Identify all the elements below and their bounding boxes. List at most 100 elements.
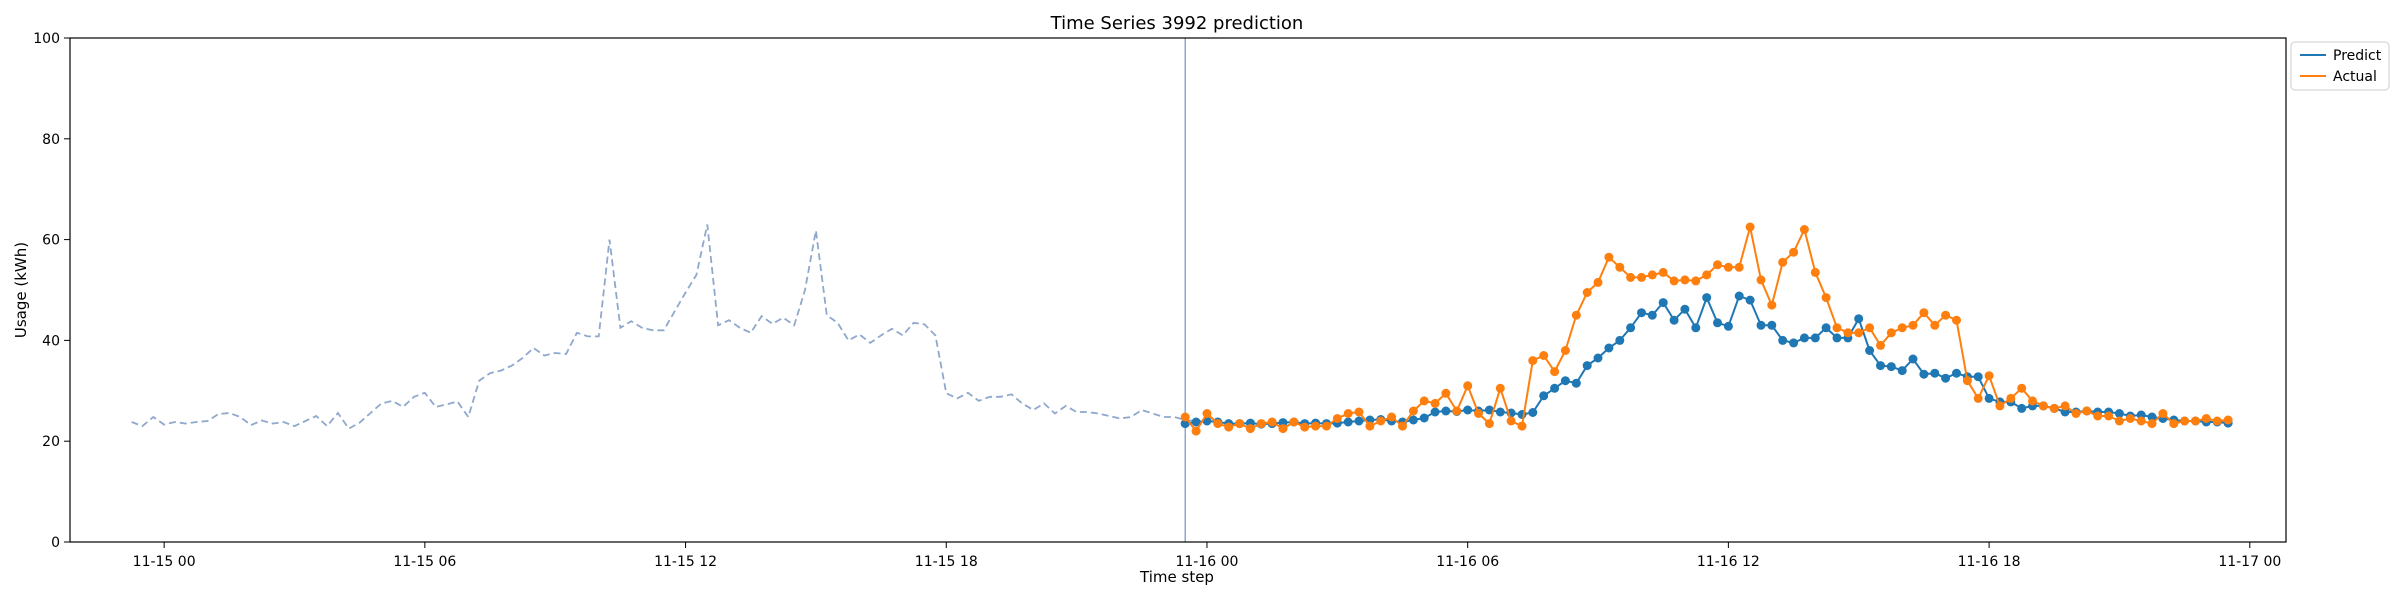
actual-point [1973, 393, 1983, 403]
actual-point [1213, 419, 1223, 429]
actual-point [1408, 406, 1418, 416]
predict-point [1539, 391, 1549, 401]
x-tick-label: 11-16 00 [1175, 554, 1238, 570]
actual-point [2006, 393, 2016, 403]
actual-point [2038, 401, 2048, 411]
y-tick-label: 100 [33, 31, 60, 47]
predict-point [1941, 373, 1951, 383]
predict-point [1408, 415, 1418, 425]
actual-point [1484, 419, 1494, 429]
actual-point [1343, 409, 1353, 418]
actual-point [1593, 277, 1603, 287]
x-tick-label: 11-15 12 [654, 554, 717, 570]
predict-point [1723, 321, 1733, 331]
actual-point [1832, 323, 1842, 333]
actual-point [1995, 401, 2005, 411]
predict-point [1821, 323, 1831, 333]
actual-point [1441, 388, 1451, 398]
predict-point [1854, 314, 1864, 324]
predict-point [2017, 403, 2027, 413]
predict-point [1419, 413, 1429, 423]
predict-point [1550, 383, 1560, 393]
actual-point [1398, 421, 1407, 431]
actual-point [1300, 422, 1310, 432]
actual-point [1224, 422, 1234, 432]
actual-point [1865, 323, 1875, 333]
actual-point [1702, 270, 1712, 280]
actual-point [1419, 396, 1429, 406]
plot-frame [69, 37, 2287, 543]
predict-point [1745, 295, 1755, 305]
predict-point [1908, 354, 1918, 364]
actual-point [1311, 421, 1321, 431]
actual-point [1474, 409, 1483, 418]
predict-point [1713, 318, 1722, 328]
actual-point [1669, 276, 1679, 286]
actual-point [1908, 320, 1918, 330]
predict-point [1571, 378, 1581, 388]
predict-point [1832, 333, 1842, 343]
actual-point [1778, 257, 1788, 267]
actual-point [1582, 288, 1592, 297]
predict-point [2147, 412, 2157, 422]
predict-point [1919, 369, 1929, 379]
actual-point [1734, 262, 1744, 272]
axes: 0 20 40 60 80 100 11-15 00 11-15 06 11-15 12 11-1… [33, 31, 2281, 570]
predict-point [1984, 393, 1994, 403]
predict-point [1484, 405, 1494, 415]
y-tick-label: 20 [42, 434, 60, 450]
legend: Predict Actual [2290, 41, 2390, 91]
actual-point [1365, 421, 1375, 431]
predict-point [1702, 293, 1712, 303]
actual-point [2049, 403, 2059, 413]
actual-point [2104, 411, 2114, 421]
actual-point [1941, 310, 1951, 320]
actual-point [1463, 381, 1473, 391]
x-tick-label: 11-15 06 [393, 554, 456, 570]
actual-point [2223, 415, 2233, 425]
predict-point [1528, 408, 1538, 417]
chart-title: Time Series 3992 prediction [1050, 13, 1304, 34]
predict-point [1930, 368, 1940, 378]
predict-point [1658, 298, 1668, 308]
predict-point [1973, 372, 1983, 382]
actual-point [1745, 222, 1755, 232]
actual-point [1680, 275, 1690, 285]
predict-point [1495, 407, 1505, 417]
predict-point [1897, 366, 1907, 376]
predict-point [1778, 335, 1788, 345]
actual-point [2093, 411, 2103, 421]
actual-point [1376, 416, 1386, 426]
predict-point [1191, 417, 1201, 427]
actual-point [1506, 416, 1516, 426]
actual-point [1571, 310, 1581, 320]
actual-point [1810, 267, 1820, 277]
actual-point [1267, 417, 1277, 427]
x-tick-label: 11-17 00 [2218, 554, 2281, 570]
actual-point [1517, 421, 1527, 431]
actual-point [1278, 424, 1288, 434]
predict-point [1430, 407, 1440, 417]
actual-point [1430, 398, 1440, 408]
history-series [131, 224, 1208, 430]
actual-point [1843, 328, 1853, 338]
predict-point [1691, 323, 1701, 333]
actual-point [1691, 276, 1701, 286]
actual-point [2212, 416, 2222, 426]
actual-point [2017, 383, 2027, 393]
actual-point [2028, 396, 2037, 406]
actual-point [1637, 272, 1646, 282]
actual-point [1539, 351, 1549, 360]
actual-point [2125, 414, 2135, 423]
actual-point [1256, 419, 1266, 429]
actual-point [1626, 272, 1636, 282]
actual-point [1821, 293, 1831, 303]
actual-point [1897, 323, 1907, 333]
actual-point [2201, 414, 2211, 423]
actual-point [1202, 409, 1212, 418]
legend-actual-label: Actual [2333, 69, 2377, 85]
actual-point [1799, 225, 1809, 234]
actual-point [1180, 412, 1190, 422]
actual-point [1876, 340, 1885, 350]
actual-point [1245, 424, 1255, 434]
